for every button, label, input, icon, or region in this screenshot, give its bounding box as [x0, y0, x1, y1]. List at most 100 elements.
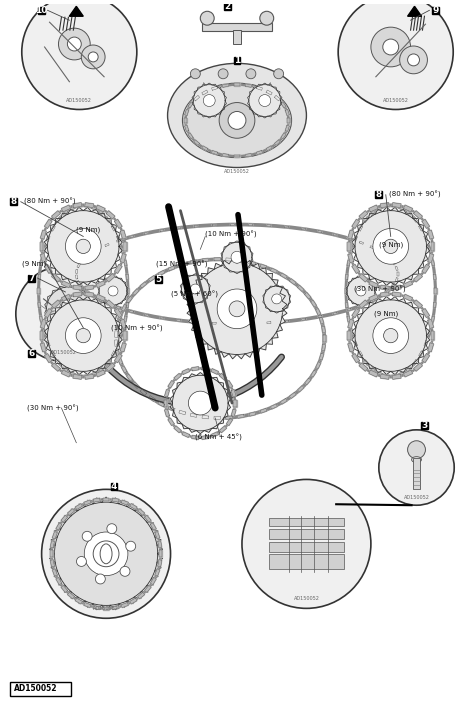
- Polygon shape: [148, 396, 155, 402]
- Circle shape: [82, 531, 92, 541]
- Polygon shape: [179, 263, 186, 267]
- Polygon shape: [318, 315, 322, 318]
- Bar: [269, 518, 344, 526]
- Polygon shape: [117, 340, 120, 346]
- Polygon shape: [381, 292, 389, 297]
- Circle shape: [65, 229, 101, 264]
- Polygon shape: [285, 125, 289, 131]
- Circle shape: [55, 502, 158, 605]
- Ellipse shape: [411, 456, 421, 463]
- Polygon shape: [121, 500, 128, 505]
- Text: 3: 3: [421, 421, 428, 430]
- Polygon shape: [247, 83, 282, 118]
- Polygon shape: [144, 314, 148, 317]
- Bar: [202, 23, 272, 31]
- Polygon shape: [285, 110, 289, 116]
- Polygon shape: [370, 211, 375, 216]
- Polygon shape: [345, 289, 347, 293]
- Polygon shape: [287, 118, 290, 123]
- Polygon shape: [117, 306, 121, 309]
- Polygon shape: [347, 308, 351, 311]
- Circle shape: [260, 11, 273, 25]
- Polygon shape: [177, 227, 181, 229]
- Polygon shape: [211, 369, 219, 374]
- Polygon shape: [61, 585, 68, 592]
- Polygon shape: [219, 426, 227, 432]
- Text: 5: 5: [155, 274, 162, 284]
- Polygon shape: [67, 592, 74, 599]
- Polygon shape: [348, 253, 354, 263]
- Polygon shape: [56, 523, 62, 530]
- Polygon shape: [67, 509, 74, 515]
- Polygon shape: [40, 331, 44, 340]
- Polygon shape: [354, 236, 357, 241]
- Polygon shape: [428, 253, 434, 263]
- Polygon shape: [185, 125, 189, 131]
- Polygon shape: [158, 559, 162, 567]
- Circle shape: [108, 286, 118, 296]
- Text: 8: 8: [376, 190, 382, 199]
- Polygon shape: [212, 224, 216, 226]
- Circle shape: [355, 300, 427, 371]
- Polygon shape: [105, 302, 109, 305]
- Polygon shape: [56, 578, 62, 585]
- Polygon shape: [347, 237, 351, 240]
- Polygon shape: [75, 269, 78, 273]
- Polygon shape: [84, 500, 91, 505]
- Polygon shape: [350, 329, 353, 334]
- Circle shape: [373, 318, 409, 354]
- Circle shape: [191, 263, 283, 355]
- Polygon shape: [123, 242, 127, 251]
- Polygon shape: [118, 313, 123, 319]
- Circle shape: [81, 45, 105, 69]
- Polygon shape: [62, 294, 71, 301]
- Polygon shape: [284, 226, 289, 228]
- Polygon shape: [130, 598, 137, 604]
- Circle shape: [373, 229, 409, 264]
- Polygon shape: [126, 303, 128, 307]
- Bar: [432, 7, 439, 14]
- Text: 6: 6: [28, 349, 35, 358]
- Polygon shape: [202, 90, 208, 95]
- Polygon shape: [160, 229, 164, 232]
- Polygon shape: [281, 133, 286, 139]
- Circle shape: [217, 289, 257, 329]
- Polygon shape: [428, 230, 434, 239]
- Polygon shape: [118, 357, 123, 364]
- Polygon shape: [305, 292, 311, 299]
- Polygon shape: [112, 498, 119, 502]
- Polygon shape: [346, 276, 376, 306]
- Polygon shape: [221, 241, 253, 274]
- Polygon shape: [237, 259, 244, 263]
- Polygon shape: [103, 607, 109, 610]
- Circle shape: [107, 524, 117, 534]
- Polygon shape: [377, 206, 383, 211]
- Text: (80 Nm + 90°): (80 Nm + 90°): [24, 198, 75, 205]
- Polygon shape: [428, 319, 434, 329]
- Polygon shape: [85, 285, 93, 290]
- Polygon shape: [424, 340, 428, 346]
- Circle shape: [95, 574, 105, 584]
- Polygon shape: [52, 274, 60, 282]
- Polygon shape: [50, 550, 53, 557]
- Polygon shape: [260, 264, 267, 269]
- Polygon shape: [115, 340, 118, 346]
- Text: 8: 8: [11, 197, 17, 206]
- Polygon shape: [160, 317, 164, 319]
- Polygon shape: [120, 343, 126, 352]
- Polygon shape: [127, 296, 133, 303]
- Polygon shape: [174, 426, 181, 432]
- Polygon shape: [81, 286, 85, 290]
- Polygon shape: [46, 236, 50, 241]
- Polygon shape: [115, 219, 122, 228]
- Polygon shape: [352, 296, 430, 375]
- Polygon shape: [359, 363, 368, 371]
- Circle shape: [242, 479, 371, 609]
- Circle shape: [347, 277, 375, 305]
- Polygon shape: [414, 274, 422, 282]
- Polygon shape: [121, 329, 124, 334]
- Polygon shape: [44, 296, 122, 375]
- Circle shape: [356, 286, 366, 296]
- Polygon shape: [392, 374, 401, 379]
- Polygon shape: [56, 359, 61, 365]
